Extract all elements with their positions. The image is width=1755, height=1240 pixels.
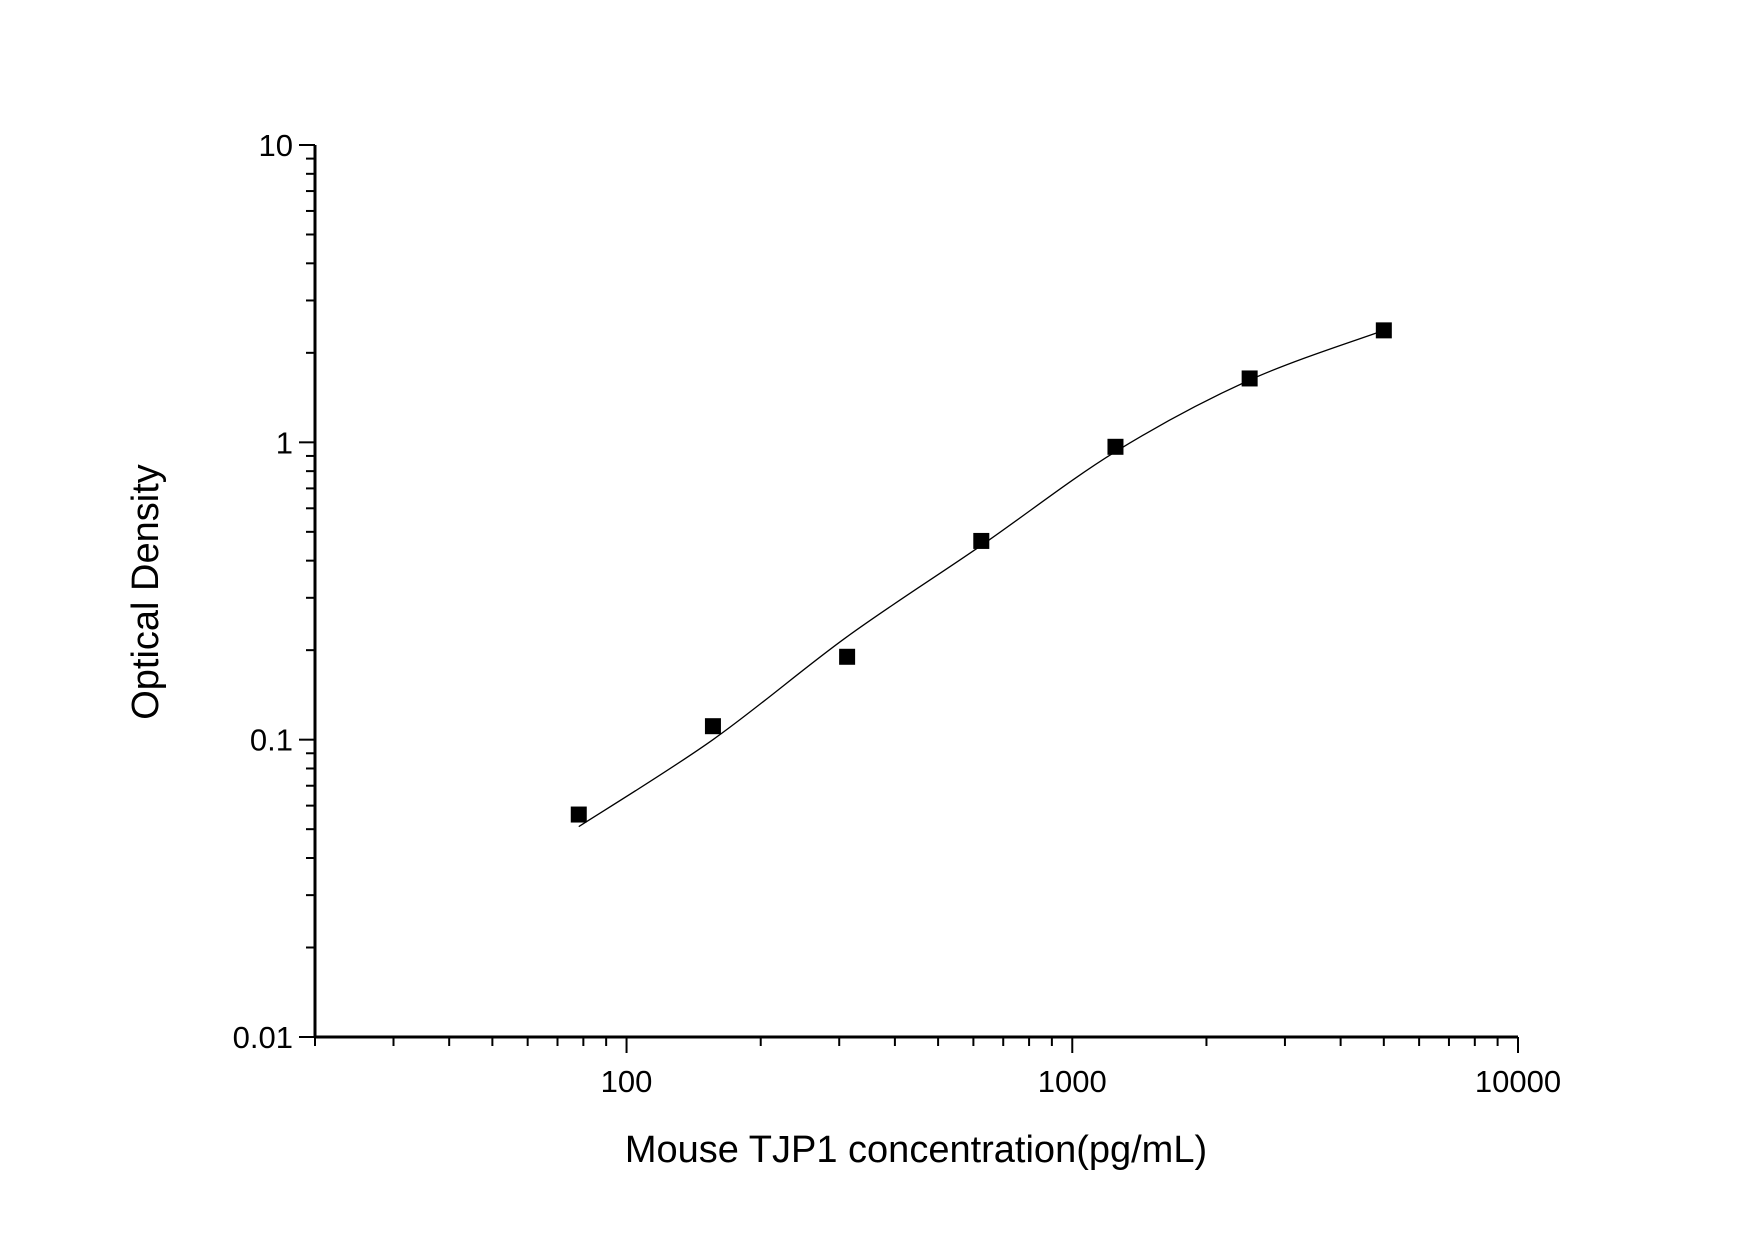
y-tick-label: 0.1: [250, 723, 293, 758]
x-tick-label: 100: [601, 1064, 653, 1099]
fit-curve-group: [578, 329, 1385, 828]
data-point: [1241, 370, 1258, 387]
y-tick-label: 0.01: [233, 1020, 293, 1055]
data-point: [570, 806, 587, 823]
y-tick-label: 10: [259, 128, 293, 163]
fit-curve: [578, 329, 1385, 828]
y-axis-title: Optical Density: [125, 464, 167, 720]
data-point: [704, 718, 721, 735]
data-point: [1375, 322, 1392, 339]
data-point: [973, 532, 990, 549]
x-axis-title: Mouse TJP1 concentration(pg/mL): [625, 1129, 1207, 1171]
data-point: [1107, 438, 1124, 455]
x-tick-label: 1000: [1038, 1064, 1107, 1099]
x-tick-label: 10000: [1475, 1064, 1561, 1099]
data-point: [839, 648, 856, 665]
data-points: [570, 322, 1392, 823]
axes: 100 1000 10000 0.01 0.1 1 10: [233, 128, 1561, 1099]
y-tick-label: 1: [276, 425, 293, 460]
